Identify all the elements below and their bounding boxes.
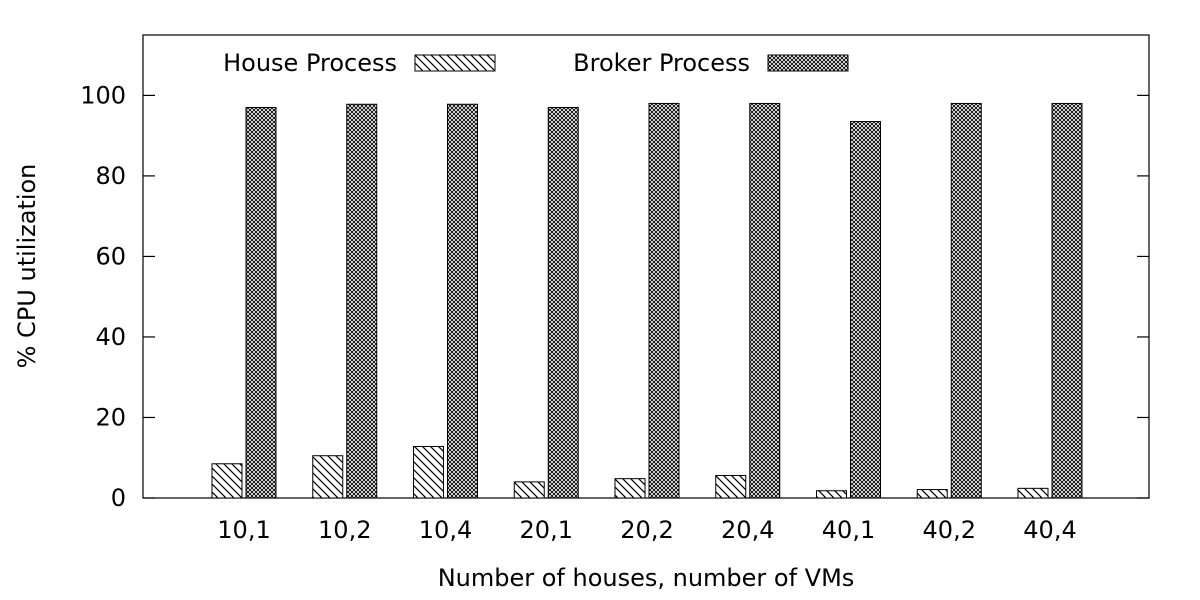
legend-swatch-broker — [767, 54, 849, 72]
legend-swatch-house — [414, 54, 496, 72]
y-axis-ticks: 0 20 40 60 80 100 — [80, 81, 1149, 512]
x-tick-label: 10,2 — [318, 516, 371, 544]
x-tick-label: 10,1 — [217, 516, 270, 544]
x-axis-label: Number of houses, number of VMs — [438, 564, 855, 592]
y-axis-label: % CPU utilization — [13, 164, 41, 369]
y-tick-label: 60 — [95, 242, 126, 270]
bar-house-process — [211, 463, 243, 499]
bar-house-process — [1017, 487, 1049, 499]
bar-house-process — [312, 455, 344, 499]
bar-broker-process — [346, 103, 378, 499]
x-tick-label: 10,4 — [419, 516, 472, 544]
bar-house-process — [614, 478, 646, 499]
legend: House Process Broker Process — [223, 49, 849, 77]
bar-broker-process — [749, 102, 781, 499]
x-axis-tick-labels: 10,1 10,2 10,4 20,1 20,2 20,4 40,1 40,2 40,4 — [217, 516, 1076, 544]
bars — [211, 102, 1083, 499]
bar-broker-process — [1051, 102, 1083, 499]
bar-broker-process — [648, 102, 680, 499]
bar-house-process — [816, 490, 847, 499]
x-tick-label: 40,4 — [1023, 516, 1076, 544]
bar-house-process — [715, 474, 747, 499]
y-tick-label: 100 — [80, 81, 126, 109]
bar-house-process — [413, 445, 444, 499]
x-tick-label: 20,4 — [721, 516, 774, 544]
y-tick-label: 80 — [95, 162, 126, 190]
bar-broker-process — [245, 106, 277, 499]
bar-broker-process — [850, 121, 881, 499]
x-tick-label: 40,1 — [822, 516, 875, 544]
bar-house-process — [513, 481, 545, 499]
bar-broker-process — [950, 102, 982, 499]
x-tick-label: 20,1 — [520, 516, 573, 544]
x-tick-label: 20,2 — [620, 516, 673, 544]
x-tick-label: 40,2 — [923, 516, 976, 544]
y-tick-label: 20 — [95, 403, 126, 431]
y-tick-label: 40 — [95, 323, 126, 351]
legend-label-house: House Process — [223, 49, 397, 77]
bar-broker-process — [447, 103, 478, 499]
bar-house-process — [916, 489, 948, 499]
bar-broker-process — [547, 106, 579, 499]
plot-frame — [142, 34, 1150, 499]
legend-label-broker: Broker Process — [573, 49, 750, 77]
y-tick-label: 0 — [111, 484, 126, 512]
